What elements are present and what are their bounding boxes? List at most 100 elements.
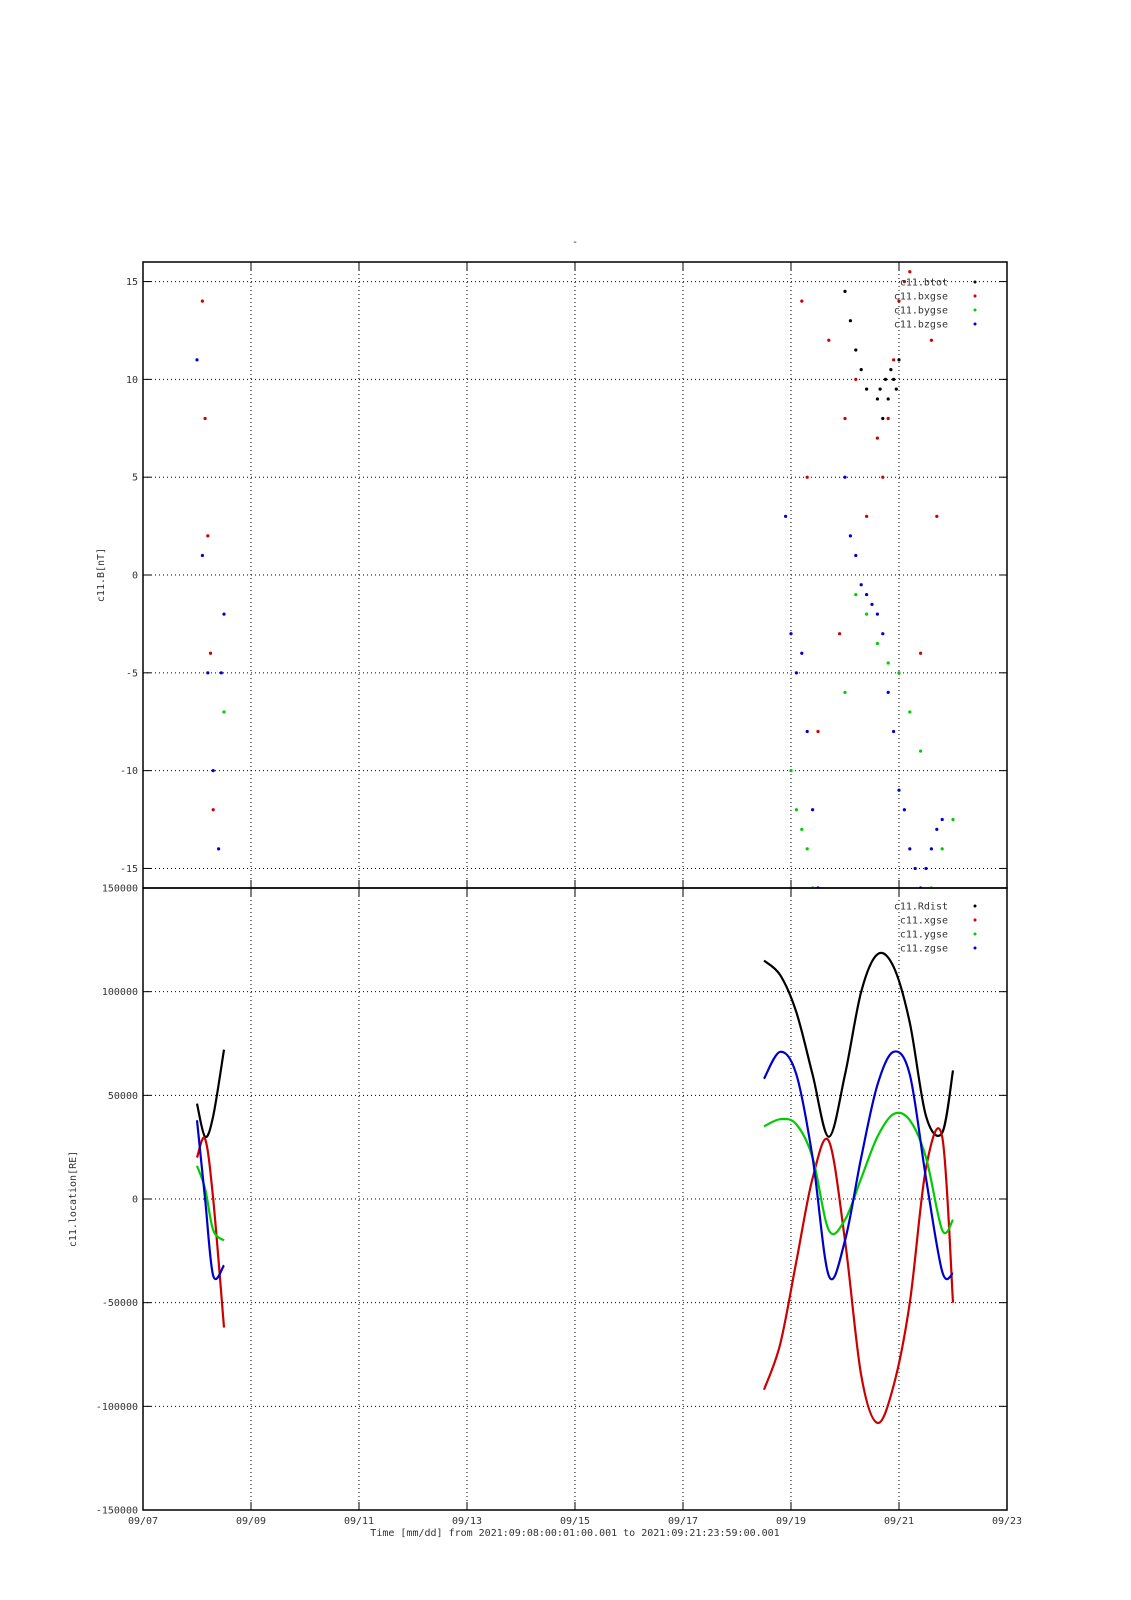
data-point-c11-bygse — [940, 847, 944, 851]
data-point-c11-btot — [889, 367, 893, 372]
data-point-c11-bxgse — [919, 651, 923, 655]
series-line-c11-rdist — [195, 1049, 226, 1139]
legend-label-c11-btot: c11.btot — [900, 278, 948, 289]
y-tick-label: 0 — [132, 1195, 138, 1206]
legend-marker-c11-rdist — [973, 904, 977, 908]
data-point-c11-bxgse — [892, 358, 896, 362]
data-point-c11-bzgse — [854, 553, 858, 558]
data-point-c11-bxgse — [827, 338, 831, 342]
data-point-c11-bzgse — [784, 514, 788, 518]
legend-label-c11-bygse: c11.bygse — [894, 306, 948, 317]
data-point-c11-bzgse — [881, 632, 885, 636]
data-point-c11-bzgse — [805, 729, 809, 734]
legend-label-c11-rdist: c11.Rdist — [894, 902, 948, 913]
data-point-c11-bxgse — [897, 299, 901, 303]
legend-label-c11-ygse: c11.ygse — [900, 930, 948, 941]
data-point-c11-bxgse — [902, 279, 907, 284]
data-point-c11-bzgse — [865, 592, 869, 597]
legend-label-c11-xgse: c11.xgse — [900, 916, 948, 927]
data-point-c11-bzgse — [811, 808, 815, 812]
data-point-c11-bzgse — [892, 729, 896, 734]
data-point-c11-bzgse — [875, 612, 880, 616]
data-point-c11-bxgse — [206, 534, 210, 538]
data-point-c11-bzgse — [217, 847, 221, 851]
y-tick-label: -10 — [120, 766, 138, 777]
data-point-c11-bzgse — [843, 475, 847, 479]
data-point-c11-btot — [897, 358, 901, 362]
data-point-c11-bxgse — [200, 299, 204, 303]
series-line-c11-ygse — [195, 1165, 225, 1242]
data-point-c11-bzgse — [908, 847, 912, 851]
x-tick-label: 09/17 — [668, 1516, 698, 1527]
data-point-c11-bxgse — [865, 514, 869, 518]
y-tick-label: 10 — [126, 375, 138, 386]
data-point-c11-bxgse — [854, 377, 858, 381]
data-point-c11-bzgse — [935, 827, 939, 831]
x-tick-label: 09/23 — [992, 1516, 1022, 1527]
panel-location: -150000 -100000 -50000 0 50000 100000 150000 09… — [68, 884, 1022, 1528]
data-point-c11-bzgse — [886, 690, 890, 694]
data-point-c11-bygse — [919, 749, 923, 753]
data-point-c11-bzgse — [940, 817, 944, 822]
data-point-c11-btot — [875, 397, 880, 401]
data-point-c11-bzgse — [200, 553, 204, 558]
y-tick-label: 5 — [132, 473, 138, 484]
data-point-c11-btot — [878, 387, 882, 391]
data-point-c11-btot — [865, 387, 869, 391]
y-tick-label: -5 — [126, 668, 138, 679]
data-point-c11-bzgse — [924, 866, 928, 871]
data-point-c11-bxgse — [881, 475, 885, 479]
data-point-c11-bxgse — [935, 514, 939, 518]
series-line-c11-rdist — [763, 951, 955, 1138]
plot-area — [195, 270, 955, 888]
y-tick-label: 150000 — [102, 884, 138, 895]
legend-marker-c11-ygse — [973, 932, 977, 936]
data-point-c11-bygse — [789, 769, 793, 773]
data-point-c11-bzgse — [219, 671, 223, 675]
data-point-c11-bzgse — [859, 583, 863, 587]
data-point-c11-btot — [854, 348, 858, 352]
y-tick-label: -150000 — [96, 1506, 138, 1517]
y-tick-label: 50000 — [108, 1091, 138, 1102]
panel-magnetic-field: -15 -10 -5 0 5 10 15 c11.B[nT] c11.btot c11.bxgse… — [96, 261, 1008, 889]
data-point-c11-bxgse — [203, 416, 207, 421]
data-point-c11-bygse — [843, 690, 847, 694]
x-tick-label: 09/07 — [128, 1516, 158, 1527]
series-line-c11-zgse — [195, 1120, 225, 1281]
data-point-c11-bygse — [908, 710, 912, 714]
data-point-c11-btot — [892, 377, 896, 381]
y-axis-label: c11.B[nT] — [96, 548, 107, 602]
legend-marker-c11-btot — [973, 280, 977, 284]
legend-marker-c11-xgse — [973, 918, 977, 922]
data-point-c11-bygse — [951, 817, 955, 822]
data-point-c11-btot — [886, 397, 890, 401]
data-point-c11-bzgse — [195, 358, 199, 362]
time-axis-label: Time [mm/dd] from 2021:09:08:00:01:00.00… — [370, 1528, 779, 1539]
data-point-c11-btot — [883, 377, 888, 381]
data-point-c11-bzgse — [800, 651, 804, 655]
y-axis-label: c11.location[RE] — [68, 1151, 79, 1247]
data-point-c11-bzgse — [870, 602, 874, 606]
data-point-c11-bygse — [897, 671, 901, 675]
data-point-c11-btot — [881, 416, 885, 421]
x-tick-label: 09/21 — [884, 1516, 914, 1527]
page-title: - — [572, 237, 578, 248]
data-point-c11-btot — [848, 319, 853, 323]
y-tick-label: 0 — [132, 571, 138, 582]
data-point-c11-bxgse — [929, 338, 934, 342]
legend-label-c11-bxgse: c11.bxgse — [894, 292, 948, 303]
series-line-c11-xgse — [195, 1136, 226, 1328]
data-point-c11-bxgse — [838, 632, 842, 636]
data-point-c11-bygse — [865, 612, 869, 616]
data-point-c11-btot — [894, 387, 898, 391]
legend-label-c11-bzgse: c11.bzgse — [894, 320, 948, 331]
data-point-c11-bzgse — [929, 847, 934, 851]
x-tick-label: 09/11 — [344, 1516, 374, 1527]
data-point-c11-bxgse — [875, 436, 880, 440]
x-tick-label: 09/19 — [776, 1516, 806, 1527]
series-line-c11-ygse — [763, 1111, 954, 1236]
data-point-c11-bxgse — [800, 299, 804, 303]
data-point-c11-bzgse — [897, 788, 901, 792]
y-tick-label: 15 — [126, 277, 138, 288]
